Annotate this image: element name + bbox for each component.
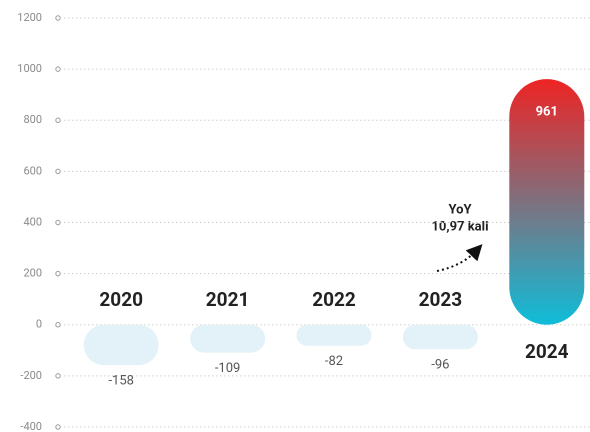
y-tick-label: 800 xyxy=(23,113,42,126)
y-tick-label: 1200 xyxy=(17,11,42,24)
tick-dot xyxy=(55,424,61,430)
tick-dot xyxy=(55,66,61,72)
y-tick-label: 600 xyxy=(23,164,42,177)
x-tick-label: 2020 xyxy=(99,288,143,311)
value-label: -96 xyxy=(431,358,449,373)
value-label: -82 xyxy=(325,354,343,369)
value-label: -109 xyxy=(215,361,241,376)
tick-dot xyxy=(55,117,61,123)
value-label: 961 xyxy=(536,105,558,120)
tick-dot xyxy=(55,15,61,21)
x-tick-label: 2024 xyxy=(525,340,569,363)
bar xyxy=(190,324,266,353)
bar xyxy=(402,324,478,350)
tick-dot xyxy=(55,219,61,226)
tick-dot xyxy=(55,168,61,175)
x-tick-label: 2021 xyxy=(206,288,250,311)
y-tick-label: 400 xyxy=(23,215,42,228)
y-tick-label: 0 xyxy=(36,318,42,331)
bar xyxy=(83,324,159,366)
y-tick-label: -200 xyxy=(20,369,42,382)
y-tick-label: 1000 xyxy=(17,62,42,75)
tick-dot xyxy=(55,270,61,277)
annotation-arrow xyxy=(436,244,483,272)
annotation: 10,97 kali xyxy=(431,219,488,234)
x-tick-label: 2023 xyxy=(419,288,463,311)
bar xyxy=(509,79,585,325)
value-label: -158 xyxy=(108,374,134,389)
y-tick-label: 200 xyxy=(23,267,42,280)
bar xyxy=(296,324,372,346)
tick-dot xyxy=(55,373,61,379)
x-tick-label: 2022 xyxy=(312,288,356,311)
tick-dot xyxy=(55,322,61,328)
y-tick-label: -400 xyxy=(20,420,42,432)
annotation: YoY xyxy=(448,202,472,217)
